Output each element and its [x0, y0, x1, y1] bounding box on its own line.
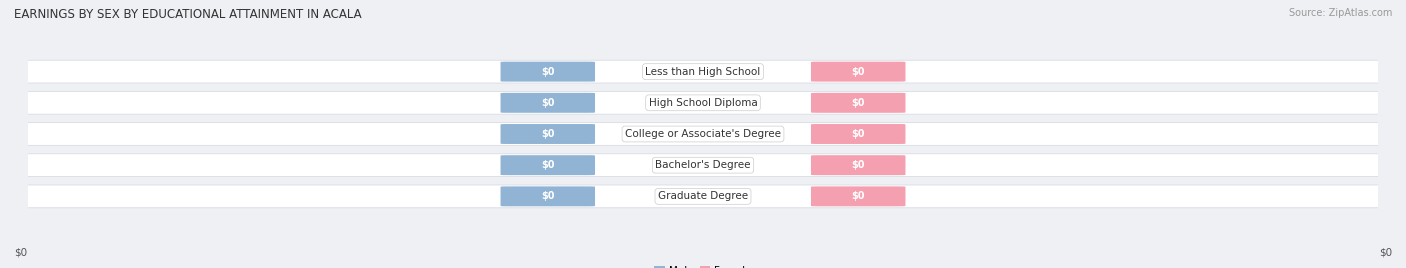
FancyBboxPatch shape — [501, 124, 595, 144]
FancyBboxPatch shape — [18, 60, 1388, 83]
Text: $0: $0 — [541, 129, 554, 139]
FancyBboxPatch shape — [501, 155, 595, 175]
Text: Graduate Degree: Graduate Degree — [658, 191, 748, 201]
FancyBboxPatch shape — [811, 124, 905, 144]
Text: EARNINGS BY SEX BY EDUCATIONAL ATTAINMENT IN ACALA: EARNINGS BY SEX BY EDUCATIONAL ATTAINMEN… — [14, 8, 361, 21]
Text: $0: $0 — [852, 191, 865, 201]
Text: $0: $0 — [14, 247, 27, 257]
FancyBboxPatch shape — [811, 93, 905, 113]
Text: $0: $0 — [1379, 247, 1392, 257]
Text: Source: ZipAtlas.com: Source: ZipAtlas.com — [1288, 8, 1392, 18]
FancyBboxPatch shape — [18, 123, 1388, 145]
FancyBboxPatch shape — [811, 155, 905, 175]
FancyBboxPatch shape — [18, 185, 1388, 208]
FancyBboxPatch shape — [18, 91, 1388, 114]
Text: $0: $0 — [852, 160, 865, 170]
FancyBboxPatch shape — [501, 62, 595, 82]
FancyBboxPatch shape — [501, 93, 595, 113]
Text: $0: $0 — [852, 129, 865, 139]
Text: $0: $0 — [852, 67, 865, 77]
FancyBboxPatch shape — [811, 186, 905, 206]
Text: $0: $0 — [541, 160, 554, 170]
Text: Bachelor's Degree: Bachelor's Degree — [655, 160, 751, 170]
Text: High School Diploma: High School Diploma — [648, 98, 758, 108]
Legend: Male, Female: Male, Female — [650, 261, 756, 268]
Text: College or Associate's Degree: College or Associate's Degree — [626, 129, 780, 139]
Text: $0: $0 — [541, 67, 554, 77]
FancyBboxPatch shape — [501, 186, 595, 206]
FancyBboxPatch shape — [811, 62, 905, 82]
Text: Less than High School: Less than High School — [645, 67, 761, 77]
FancyBboxPatch shape — [18, 154, 1388, 177]
Text: $0: $0 — [852, 98, 865, 108]
Text: $0: $0 — [541, 191, 554, 201]
Text: $0: $0 — [541, 98, 554, 108]
